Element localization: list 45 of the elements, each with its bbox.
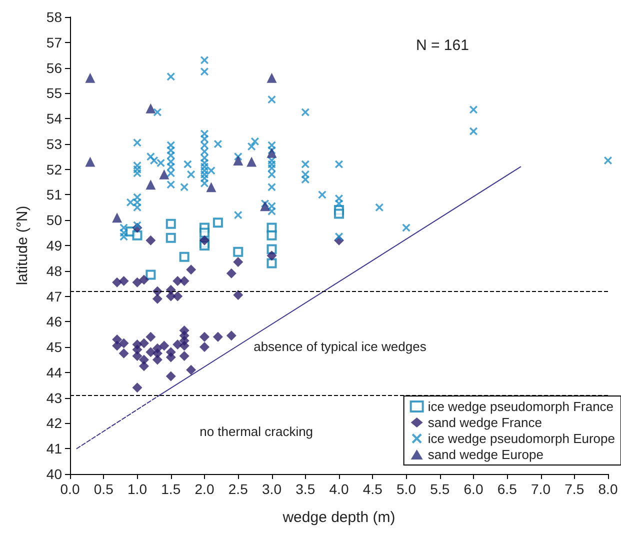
y-tick-label: 56 bbox=[46, 60, 62, 76]
x-tick-label: 0.0 bbox=[60, 481, 80, 497]
x-tick-label: 1.0 bbox=[128, 481, 148, 497]
y-tick-label: 47 bbox=[46, 288, 62, 304]
y-tick-label: 41 bbox=[46, 440, 62, 457]
legend-label: ice wedge pseudomorph Europe bbox=[428, 431, 616, 446]
y-tick-label: 50 bbox=[46, 212, 62, 228]
y-tick-label: 46 bbox=[46, 314, 62, 330]
y-tick-label: 40 bbox=[46, 466, 62, 482]
y-tick-label: 49 bbox=[46, 238, 62, 254]
x-tick-label: 4.5 bbox=[362, 481, 383, 497]
annotation: N = 161 bbox=[416, 37, 469, 54]
legend-label: sand wedge France bbox=[428, 415, 542, 430]
annotation: no thermal cracking bbox=[200, 424, 314, 439]
y-tick-label: 57 bbox=[46, 34, 62, 50]
annotation: absence of typical ice wedges bbox=[254, 339, 427, 354]
y-axis-title: latitude (°N) bbox=[14, 206, 31, 286]
y-tick-label: 54 bbox=[46, 110, 62, 127]
x-tick-label: 2.5 bbox=[228, 481, 248, 497]
x-axis-title: wedge depth (m) bbox=[282, 509, 396, 526]
x-tick-label: 6.5 bbox=[497, 481, 518, 497]
y-tick-label: 45 bbox=[46, 339, 62, 356]
x-tick-label: 0.5 bbox=[94, 481, 114, 497]
x-tick-label: 7.0 bbox=[531, 481, 551, 497]
y-tick-label: 48 bbox=[46, 262, 62, 279]
y-tick-label: 55 bbox=[46, 85, 62, 102]
x-tick-label: 8.0 bbox=[598, 481, 618, 497]
legend-label: ice wedge pseudomorph France bbox=[428, 399, 614, 414]
x-tick-label: 3.5 bbox=[296, 481, 316, 497]
legend-label: sand wedge Europe bbox=[428, 447, 544, 462]
y-tick-label: 52 bbox=[46, 161, 62, 178]
y-tick-label: 42 bbox=[46, 415, 62, 432]
x-tick-label: 6.0 bbox=[464, 481, 484, 497]
x-tick-label: 4.0 bbox=[329, 481, 349, 497]
x-tick-label: 5.0 bbox=[396, 481, 416, 497]
x-tick-label: 2.0 bbox=[194, 481, 214, 497]
y-tick-label: 51 bbox=[46, 186, 62, 203]
y-tick-label: 58 bbox=[46, 9, 62, 25]
x-tick-label: 1.5 bbox=[161, 481, 181, 497]
y-tick-label: 43 bbox=[46, 390, 62, 406]
x-tick-label: 7.5 bbox=[564, 481, 584, 497]
y-tick-label: 44 bbox=[46, 364, 62, 380]
x-tick-label: 3.0 bbox=[262, 481, 282, 497]
x-tick-label: 5.5 bbox=[430, 481, 450, 497]
y-tick-label: 53 bbox=[46, 136, 62, 152]
